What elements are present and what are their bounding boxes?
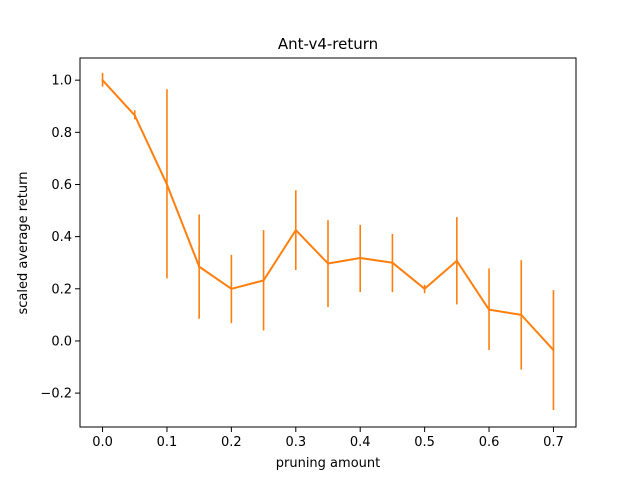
y-tick-label-6: 1.0 — [51, 74, 72, 89]
x-tick-label-4: 0.4 — [350, 435, 371, 450]
data-point-9 — [391, 261, 394, 264]
data-point-8 — [359, 257, 362, 260]
x-axis-label: pruning amount — [276, 456, 380, 471]
data-point-10 — [423, 287, 426, 290]
data-point-2 — [165, 183, 168, 186]
y-tick-label-2: 0.2 — [51, 282, 72, 297]
y-tick-label-3: 0.4 — [51, 230, 72, 245]
x-tick-label-2: 0.2 — [221, 435, 242, 450]
data-point-3 — [198, 265, 201, 268]
data-point-14 — [552, 349, 555, 352]
data-point-11 — [455, 259, 458, 262]
y-axis-label: scaled average return — [16, 172, 31, 315]
data-point-12 — [488, 308, 491, 311]
x-tick-label-7: 0.7 — [543, 435, 564, 450]
data-point-4 — [230, 287, 233, 290]
y-tick-label-5: 0.8 — [51, 126, 72, 141]
data-point-13 — [520, 313, 523, 316]
y-tick-label-1: 0.0 — [51, 334, 72, 349]
x-tick-label-1: 0.1 — [157, 435, 178, 450]
x-tick-label-3: 0.3 — [285, 435, 306, 450]
y-tick-label-0: −0.2 — [40, 387, 72, 402]
x-tick-label-6: 0.6 — [479, 435, 500, 450]
data-point-1 — [133, 114, 136, 117]
axes-frame — [79, 57, 577, 428]
data-point-0 — [101, 79, 104, 82]
data-point-6 — [294, 229, 297, 232]
data-point-5 — [262, 279, 265, 282]
y-tick-label-4: 0.6 — [51, 178, 72, 193]
data-point-7 — [327, 262, 329, 265]
x-tick-label-5: 0.5 — [414, 435, 435, 450]
plot-area: 0.0 0.1 0.2 0.3 0.4 0.5 0.6 0.7 −0.2 0.0 0.2 0.4 0.6… — [40, 57, 577, 450]
chart-title: Ant-v4-return — [278, 35, 378, 53]
x-tick-label-0: 0.0 — [92, 435, 113, 450]
